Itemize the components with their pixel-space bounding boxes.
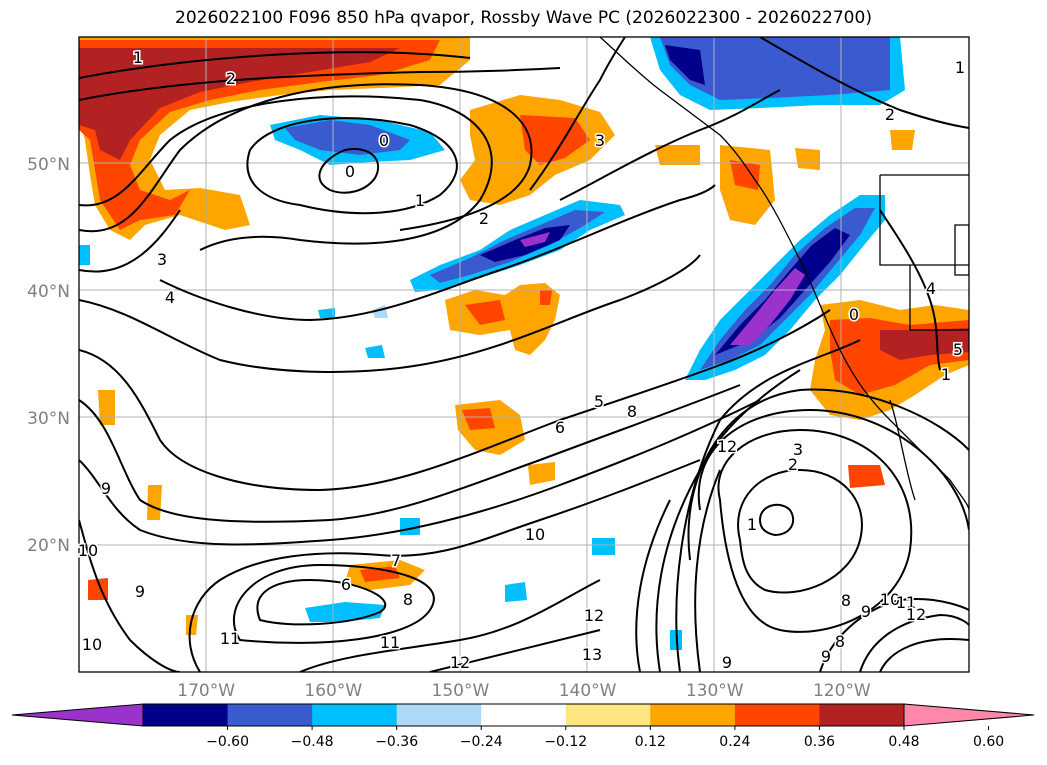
contour-label: 7 xyxy=(391,551,401,570)
colorbar-frame xyxy=(142,703,905,727)
contour-label: 4 xyxy=(165,288,175,307)
colorbar-tick-label: 0.60 xyxy=(973,734,1004,750)
contour-label: 8 xyxy=(841,591,851,610)
colorbar-segment xyxy=(650,704,736,726)
contour-label: 11 xyxy=(380,633,400,652)
contour-label: 5 xyxy=(953,340,963,359)
contour-label: 13 xyxy=(582,645,602,664)
contour-label: 10 xyxy=(880,590,900,609)
contour-label: 2 xyxy=(479,209,489,228)
latitude-labels: 50°N 40°N 30°N 20°N xyxy=(27,155,70,556)
contour-label: 12 xyxy=(584,606,604,625)
longitude-label: 160°W xyxy=(304,681,362,701)
longitude-label: 140°W xyxy=(559,681,617,701)
contour-label: 0 xyxy=(379,131,389,150)
latitude-label: 30°N xyxy=(27,409,70,429)
contour-label: 2 xyxy=(226,69,236,88)
colorbar-extend-high xyxy=(903,703,1035,727)
contour-label: 6 xyxy=(555,418,565,437)
colorbar-segment xyxy=(312,704,398,726)
contour-label: 1 xyxy=(415,191,425,210)
contour-label: 8 xyxy=(403,590,413,609)
colorbar-tick-label: −0.24 xyxy=(460,734,503,750)
longitude-label: 120°W xyxy=(813,681,871,701)
contour-lines xyxy=(79,37,969,672)
contour-label: 1 xyxy=(747,515,757,534)
colorbar-tick-label: 0.36 xyxy=(804,734,835,750)
colorbar-tick-label: 0.24 xyxy=(719,734,750,750)
map-title: 2026022100 F096 850 hPa qvapor, Rossby W… xyxy=(175,8,872,28)
longitude-label: 130°W xyxy=(686,681,744,701)
colorbar-tick-label: 0.12 xyxy=(635,734,666,750)
contour-label: 8 xyxy=(627,402,637,421)
contour-label: 3 xyxy=(793,440,803,459)
contour-label: 9 xyxy=(821,647,831,666)
contour-label: 11 xyxy=(896,593,916,612)
longitude-label: 150°W xyxy=(432,681,490,701)
latitude-label: 40°N xyxy=(27,282,70,302)
contour-label: 1 xyxy=(955,58,965,77)
colorbar-tick-label: −0.48 xyxy=(291,734,334,750)
contour-label: 5 xyxy=(594,392,604,411)
colorbar-tick-label: 0.48 xyxy=(888,734,919,750)
longitude-labels: 170°W 160°W 150°W 140°W 130°W 120°W xyxy=(177,681,871,701)
contour-label: 9 xyxy=(861,602,871,621)
colorbar-tick-label: −0.60 xyxy=(206,734,249,750)
contour-label: 12 xyxy=(906,605,926,624)
colorbar-segment xyxy=(734,704,820,726)
contour-label: 9 xyxy=(722,653,732,672)
contour-label: 12 xyxy=(450,653,470,672)
map-frame xyxy=(78,36,970,673)
contour-label: 1 xyxy=(133,48,143,67)
colorbar-segment xyxy=(143,704,229,726)
contour-label: 10 xyxy=(525,525,545,544)
contour-label: 3 xyxy=(157,250,167,269)
filled-anomaly-layer xyxy=(79,37,969,650)
contour-label: 4 xyxy=(926,279,936,298)
contour-label: 1 xyxy=(941,365,951,384)
contour-label: 10 xyxy=(78,541,98,560)
colorbar: −0.60 −0.48 −0.36 −0.24 −0.12 0.12 0.24 0.36 0.4… xyxy=(11,703,1035,750)
contour-label: 0 xyxy=(849,305,859,324)
contour-label: 10 xyxy=(82,635,102,654)
colorbar-segment xyxy=(819,704,905,726)
contour-label: 0 xyxy=(345,162,355,181)
colorbar-segment xyxy=(481,704,567,726)
contour-label: 3 xyxy=(595,131,605,150)
contour-label: 11 xyxy=(220,629,240,648)
colorbar-segment xyxy=(396,704,482,726)
contour-label: 6 xyxy=(341,575,351,594)
contour-label: 2 xyxy=(885,105,895,124)
longitude-label: 170°W xyxy=(177,681,235,701)
colorbar-segment xyxy=(565,704,651,726)
colorbar-extend-low xyxy=(11,703,144,727)
contour-label: 8 xyxy=(835,632,845,651)
contour-label: 9 xyxy=(101,479,111,498)
coastlines xyxy=(599,37,969,511)
contour-label: 12 xyxy=(717,437,737,456)
colorbar-segment xyxy=(227,704,313,726)
contour-label: 2 xyxy=(788,455,798,474)
latitude-label: 50°N xyxy=(27,155,70,175)
colorbar-tick-label: −0.36 xyxy=(375,734,418,750)
latitude-label: 20°N xyxy=(27,536,70,556)
colorbar-tick-label: −0.12 xyxy=(544,734,587,750)
contour-label: 9 xyxy=(135,582,145,601)
